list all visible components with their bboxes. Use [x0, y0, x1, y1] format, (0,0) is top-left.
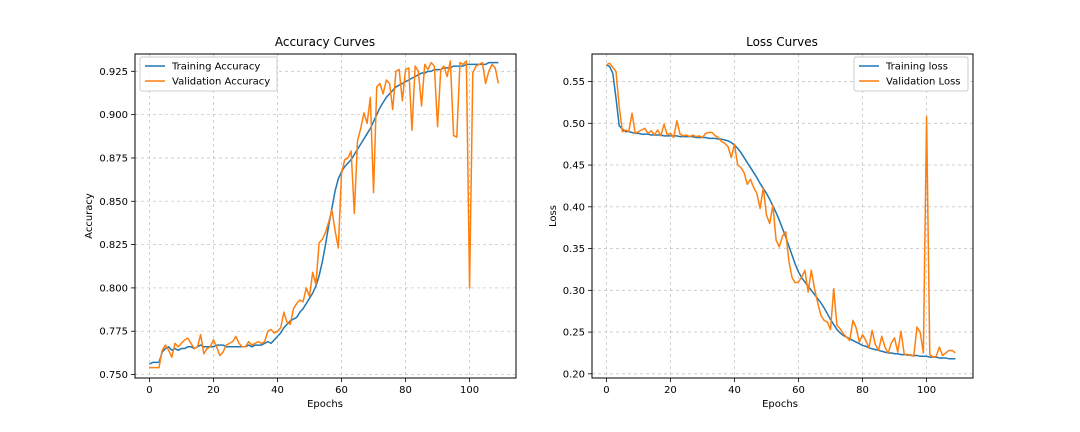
- accuracy-chart: Accuracy Curves 0 20 40 60 80 100 0.750 0.775 0.…: [84, 35, 517, 410]
- y-tick-label: 0.750: [99, 370, 128, 381]
- y-tick-label: 0.850: [99, 197, 128, 208]
- y-tick-label: 0.50: [563, 119, 585, 130]
- plot-frame: [591, 53, 974, 379]
- x-tick-label: 40: [271, 385, 284, 396]
- legend-box: [139, 56, 278, 92]
- training-series-line: [606, 64, 956, 360]
- x-tick-label: 20: [207, 385, 220, 396]
- x-tick-label: 40: [728, 385, 741, 396]
- y-tick-label: 0.925: [99, 67, 128, 78]
- y-tick-label: 0.800: [99, 283, 128, 294]
- x-tick-label: 100: [460, 385, 479, 396]
- legend: Training loss Validation Loss: [853, 56, 969, 92]
- legend: Training Accuracy Validation Accuracy: [139, 56, 278, 92]
- y-axis-label: Loss: [548, 205, 559, 227]
- chart-title: Accuracy Curves: [275, 35, 375, 49]
- validation-series-line: [149, 60, 500, 369]
- x-tick-label: 80: [399, 385, 412, 396]
- y-tick-label: 0.900: [99, 110, 128, 121]
- x-axis-label: Epochs: [762, 399, 798, 410]
- y-tick-label: 0.45: [563, 161, 585, 172]
- y-tick-label: 0.55: [563, 77, 585, 88]
- x-axis-label: Epochs: [307, 399, 343, 410]
- y-tick-label: 0.35: [563, 244, 585, 255]
- legend-label-validation: Validation Accuracy: [172, 77, 270, 88]
- plot-frame: [134, 53, 517, 379]
- y-tick-label: 0.30: [563, 286, 585, 297]
- x-tick-label: 100: [917, 385, 936, 396]
- y-tick-label: 0.825: [99, 240, 128, 251]
- legend-label-validation: Validation Loss: [886, 77, 961, 88]
- y-tick-label: 0.40: [563, 202, 585, 213]
- x-tick-label: 60: [792, 385, 805, 396]
- loss-chart: Loss Curves 0 20 40 60 80 100 0.20 0.25 0.30 0.35…: [548, 35, 974, 410]
- y-tick-label: 0.20: [563, 369, 585, 380]
- legend-label-training: Training loss: [885, 62, 948, 73]
- x-tick-label: 20: [664, 385, 677, 396]
- y-tick-label: 0.775: [99, 327, 128, 338]
- y-tick-label: 0.25: [563, 328, 585, 339]
- chart-title: Loss Curves: [746, 35, 818, 49]
- legend-box: [853, 56, 969, 92]
- x-tick-label: 0: [603, 385, 609, 396]
- x-tick-label: 80: [856, 385, 869, 396]
- y-tick-label: 0.875: [99, 153, 128, 164]
- x-tick-label: 60: [335, 385, 348, 396]
- legend-label-training: Training Accuracy: [171, 62, 260, 73]
- y-axis-label: Accuracy: [84, 193, 95, 239]
- x-tick-label: 0: [146, 385, 152, 396]
- validation-series-line: [606, 62, 956, 358]
